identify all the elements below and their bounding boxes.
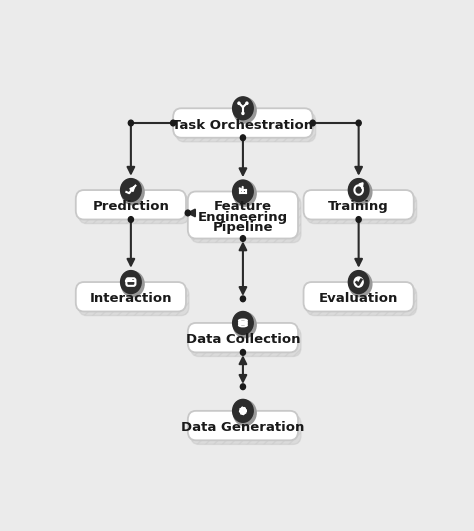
FancyBboxPatch shape: [191, 327, 301, 356]
Circle shape: [240, 296, 246, 302]
FancyBboxPatch shape: [188, 323, 298, 353]
Circle shape: [240, 236, 246, 242]
FancyBboxPatch shape: [191, 195, 301, 243]
FancyBboxPatch shape: [76, 190, 186, 219]
Circle shape: [356, 120, 361, 126]
Text: Feature: Feature: [214, 200, 272, 213]
Circle shape: [242, 112, 244, 115]
Circle shape: [348, 178, 369, 201]
Circle shape: [240, 349, 246, 355]
Circle shape: [356, 217, 361, 222]
Circle shape: [233, 180, 253, 203]
Circle shape: [240, 135, 246, 141]
Circle shape: [121, 179, 144, 205]
Circle shape: [233, 98, 256, 123]
Text: Pipeline: Pipeline: [213, 221, 273, 234]
Circle shape: [348, 271, 369, 294]
Circle shape: [233, 181, 256, 206]
FancyBboxPatch shape: [188, 411, 298, 440]
Circle shape: [349, 271, 372, 297]
FancyBboxPatch shape: [188, 192, 298, 238]
Circle shape: [310, 120, 315, 126]
FancyBboxPatch shape: [79, 286, 189, 315]
Circle shape: [349, 179, 372, 205]
Text: Task Orchestration: Task Orchestration: [173, 118, 313, 132]
FancyBboxPatch shape: [76, 282, 186, 312]
Circle shape: [238, 102, 240, 105]
Circle shape: [120, 271, 141, 294]
FancyBboxPatch shape: [176, 113, 316, 142]
Text: Interaction: Interaction: [90, 293, 172, 305]
Circle shape: [246, 102, 248, 105]
Text: Data Generation: Data Generation: [181, 421, 305, 434]
FancyBboxPatch shape: [307, 194, 417, 224]
Circle shape: [233, 312, 256, 338]
FancyBboxPatch shape: [79, 194, 189, 224]
Text: Engineering: Engineering: [198, 211, 288, 224]
Circle shape: [171, 120, 176, 126]
Text: Training: Training: [328, 200, 389, 213]
Text: Data Collection: Data Collection: [186, 333, 300, 346]
Text: Evaluation: Evaluation: [319, 293, 398, 305]
Circle shape: [240, 384, 246, 390]
Circle shape: [233, 312, 253, 335]
Circle shape: [233, 399, 253, 422]
Circle shape: [130, 279, 132, 280]
FancyBboxPatch shape: [303, 190, 414, 219]
Circle shape: [185, 210, 191, 216]
Circle shape: [128, 120, 134, 126]
Circle shape: [129, 279, 130, 280]
FancyBboxPatch shape: [173, 108, 313, 138]
FancyBboxPatch shape: [191, 415, 301, 444]
Circle shape: [128, 217, 134, 222]
Text: Prediction: Prediction: [92, 200, 169, 213]
FancyBboxPatch shape: [307, 286, 417, 315]
Circle shape: [233, 97, 253, 119]
Circle shape: [121, 271, 144, 297]
Circle shape: [242, 409, 244, 412]
Circle shape: [127, 279, 128, 280]
FancyBboxPatch shape: [303, 282, 414, 312]
Circle shape: [354, 277, 363, 287]
Circle shape: [233, 400, 256, 425]
Circle shape: [120, 178, 141, 201]
